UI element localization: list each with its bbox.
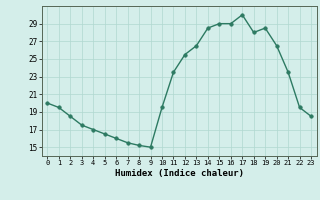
- X-axis label: Humidex (Indice chaleur): Humidex (Indice chaleur): [115, 169, 244, 178]
